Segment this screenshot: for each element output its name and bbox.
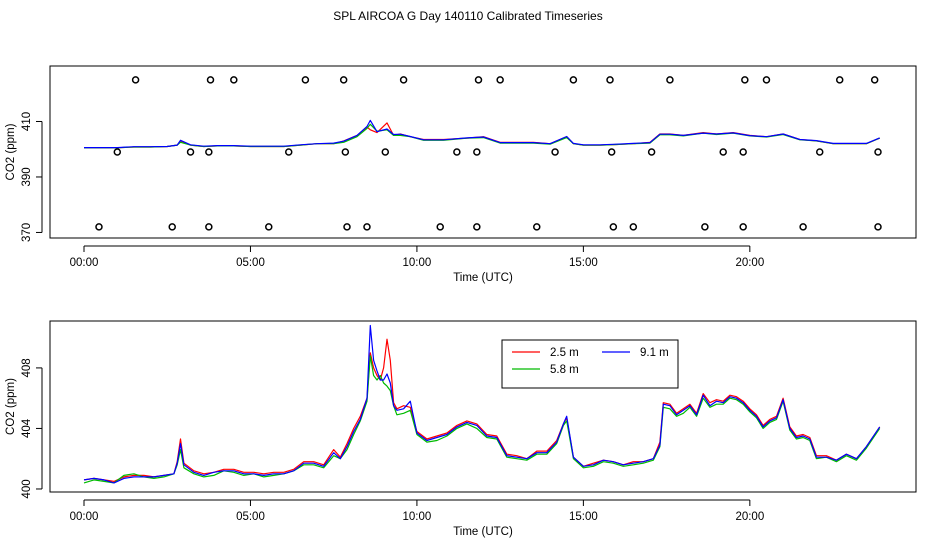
marker-point: [815, 148, 824, 156]
x-axis: 00:00 05:00 10:00 15:00 20:00: [70, 245, 764, 269]
y-axis-label: CO2 (ppm): [5, 123, 17, 180]
marker-point: [343, 223, 351, 231]
y-axis-label: CO2 (ppm): [5, 378, 17, 435]
series-line-2-5-m: [83, 338, 881, 482]
y-tick-label: 370: [21, 223, 33, 242]
x-axis-label: Time (UTC): [453, 526, 513, 538]
marker-point: [473, 148, 481, 156]
marker-point: [205, 223, 213, 231]
y-tick-label: 404: [21, 418, 33, 438]
marker-point: [168, 223, 176, 231]
x-axis: 00:00 05:00 10:00 15:00 20:00: [70, 499, 764, 523]
legend-label: 5.8 m: [550, 364, 579, 376]
marker-point: [496, 76, 504, 84]
marker-point: [473, 223, 481, 231]
marker-point: [436, 223, 444, 231]
x-tick-label: 15:00: [569, 511, 598, 523]
y-tick-label: 410: [21, 112, 33, 131]
marker-point: [265, 223, 273, 231]
marker-point: [870, 76, 879, 84]
marker-point: [131, 76, 140, 84]
marker-point: [551, 148, 559, 156]
plot-frame: [49, 65, 917, 239]
marker-point: [339, 76, 348, 84]
figure-title: SPL AIRCOA G Day 140110 Calibrated Times…: [333, 9, 603, 23]
x-tick-label: 20:00: [735, 257, 764, 269]
series-line-5-8-m: [83, 355, 881, 484]
marker-point: [474, 76, 483, 84]
series-line-2-5-m: [84, 122, 880, 149]
x-axis-label: Time (UTC): [453, 272, 513, 284]
marker-point: [341, 148, 350, 156]
legend: 2.5 m 5.8 m 9.1 m: [501, 339, 679, 389]
marker-point: [739, 148, 747, 156]
marker-point: [569, 76, 578, 84]
legend-label: 9.1 m: [640, 347, 669, 359]
marker-point: [381, 148, 390, 156]
marker-point: [606, 76, 614, 84]
x-tick-label: 05:00: [236, 511, 265, 523]
marker-point: [762, 76, 771, 84]
marker-point: [186, 148, 195, 156]
marker-point: [741, 76, 749, 84]
marker-group: [95, 76, 882, 231]
marker-point: [799, 223, 807, 231]
marker-point: [647, 148, 656, 156]
plot-frame: [49, 320, 917, 493]
x-tick-label: 10:00: [403, 257, 432, 269]
marker-point: [533, 223, 541, 231]
marker-point: [719, 148, 727, 156]
marker-point: [701, 223, 709, 231]
y-tick-label: 400: [21, 479, 33, 498]
marker-point: [666, 76, 674, 84]
legend-label: 2.5 m: [550, 347, 579, 359]
marker-point: [874, 148, 882, 156]
marker-point: [835, 76, 844, 84]
marker-point: [453, 148, 461, 156]
series-line-9-1-m: [84, 119, 880, 149]
legend-box: [501, 339, 679, 389]
x-tick-label: 00:00: [70, 511, 99, 523]
x-tick-label: 00:00: [70, 257, 99, 269]
marker-point: [363, 223, 371, 231]
chart-panel-top: 00:00 05:00 10:00 15:00 20:00 Time (UTC) 370 39…: [5, 65, 917, 284]
y-axis: 370 390 410: [21, 112, 43, 242]
marker-point: [399, 76, 408, 84]
marker-point: [874, 223, 882, 231]
marker-point: [301, 76, 310, 84]
x-tick-label: 05:00: [236, 257, 265, 269]
x-tick-label: 10:00: [403, 511, 432, 523]
marker-point: [739, 223, 747, 231]
marker-point: [607, 148, 616, 156]
y-tick-label: 408: [21, 358, 33, 377]
marker-point: [95, 223, 103, 231]
series-line-9-1-m: [83, 324, 881, 484]
marker-point: [113, 148, 122, 156]
marker-point: [609, 223, 618, 231]
y-axis: 400 404 408: [21, 358, 43, 499]
y-tick-label: 390: [21, 167, 33, 186]
x-tick-label: 15:00: [569, 257, 598, 269]
marker-point: [230, 76, 238, 84]
marker-point: [284, 148, 293, 156]
x-tick-label: 20:00: [735, 511, 764, 523]
marker-point: [205, 148, 213, 156]
marker-point: [206, 76, 215, 84]
series-group: [83, 324, 881, 484]
series-group: [84, 119, 880, 149]
marker-point: [629, 223, 638, 231]
